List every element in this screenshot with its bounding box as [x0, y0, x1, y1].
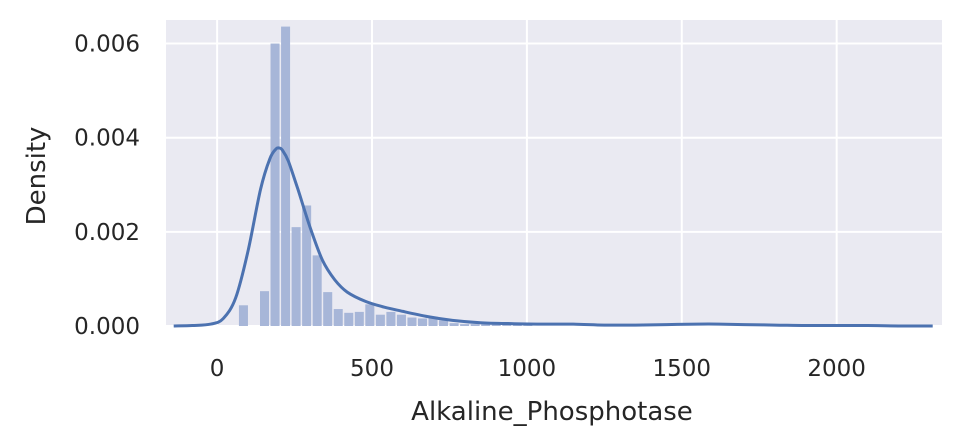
histogram-bar — [407, 317, 417, 326]
histogram-bar — [386, 311, 396, 326]
histogram-bar — [354, 311, 364, 326]
histogram-bar — [512, 325, 522, 326]
x-axis-ticks: 0 500 1000 1500 2000 — [210, 356, 866, 382]
x-tick-label: 2000 — [807, 356, 866, 382]
histogram-bar — [481, 324, 491, 326]
histogram-bar — [396, 314, 406, 326]
histogram-bars — [238, 26, 533, 327]
histogram-bar — [375, 314, 385, 326]
histogram-bar — [428, 316, 438, 326]
histogram-bar — [333, 309, 343, 326]
histogram-bar — [238, 305, 248, 326]
histogram-bar — [281, 26, 291, 327]
histogram-bar — [439, 320, 449, 326]
y-axis-label: Density — [22, 127, 52, 226]
histogram-bar — [323, 292, 333, 326]
histogram-bar — [270, 43, 280, 327]
histogram-bar — [302, 205, 312, 326]
y-tick-label: 0.000 — [74, 314, 140, 340]
histogram-bar — [259, 291, 270, 326]
histogram-bar — [460, 324, 470, 326]
histogram-bar — [344, 312, 354, 326]
histogram-bar — [291, 227, 301, 326]
x-tick-label: 1000 — [498, 356, 557, 382]
x-tick-label: 500 — [350, 356, 394, 382]
histogram-bar — [491, 324, 501, 326]
histogram-bar — [312, 255, 322, 326]
x-tick-label: 0 — [210, 356, 225, 382]
histogram-bar — [417, 318, 428, 326]
histogram-bar — [449, 323, 459, 326]
kde-line — [173, 146, 933, 328]
y-tick-label: 0.002 — [74, 220, 140, 246]
x-tick-label: 1500 — [653, 356, 712, 382]
x-axis-label: Alkaline_Phosphotase — [411, 397, 693, 427]
y-tick-label: 0.006 — [74, 32, 140, 58]
histogram-bar — [365, 304, 375, 326]
y-tick-label: 0.004 — [74, 126, 140, 152]
histogram-bar — [470, 324, 480, 326]
y-axis-ticks: 0.000 0.002 0.004 0.006 — [74, 32, 140, 340]
histogram-bar — [502, 325, 512, 326]
